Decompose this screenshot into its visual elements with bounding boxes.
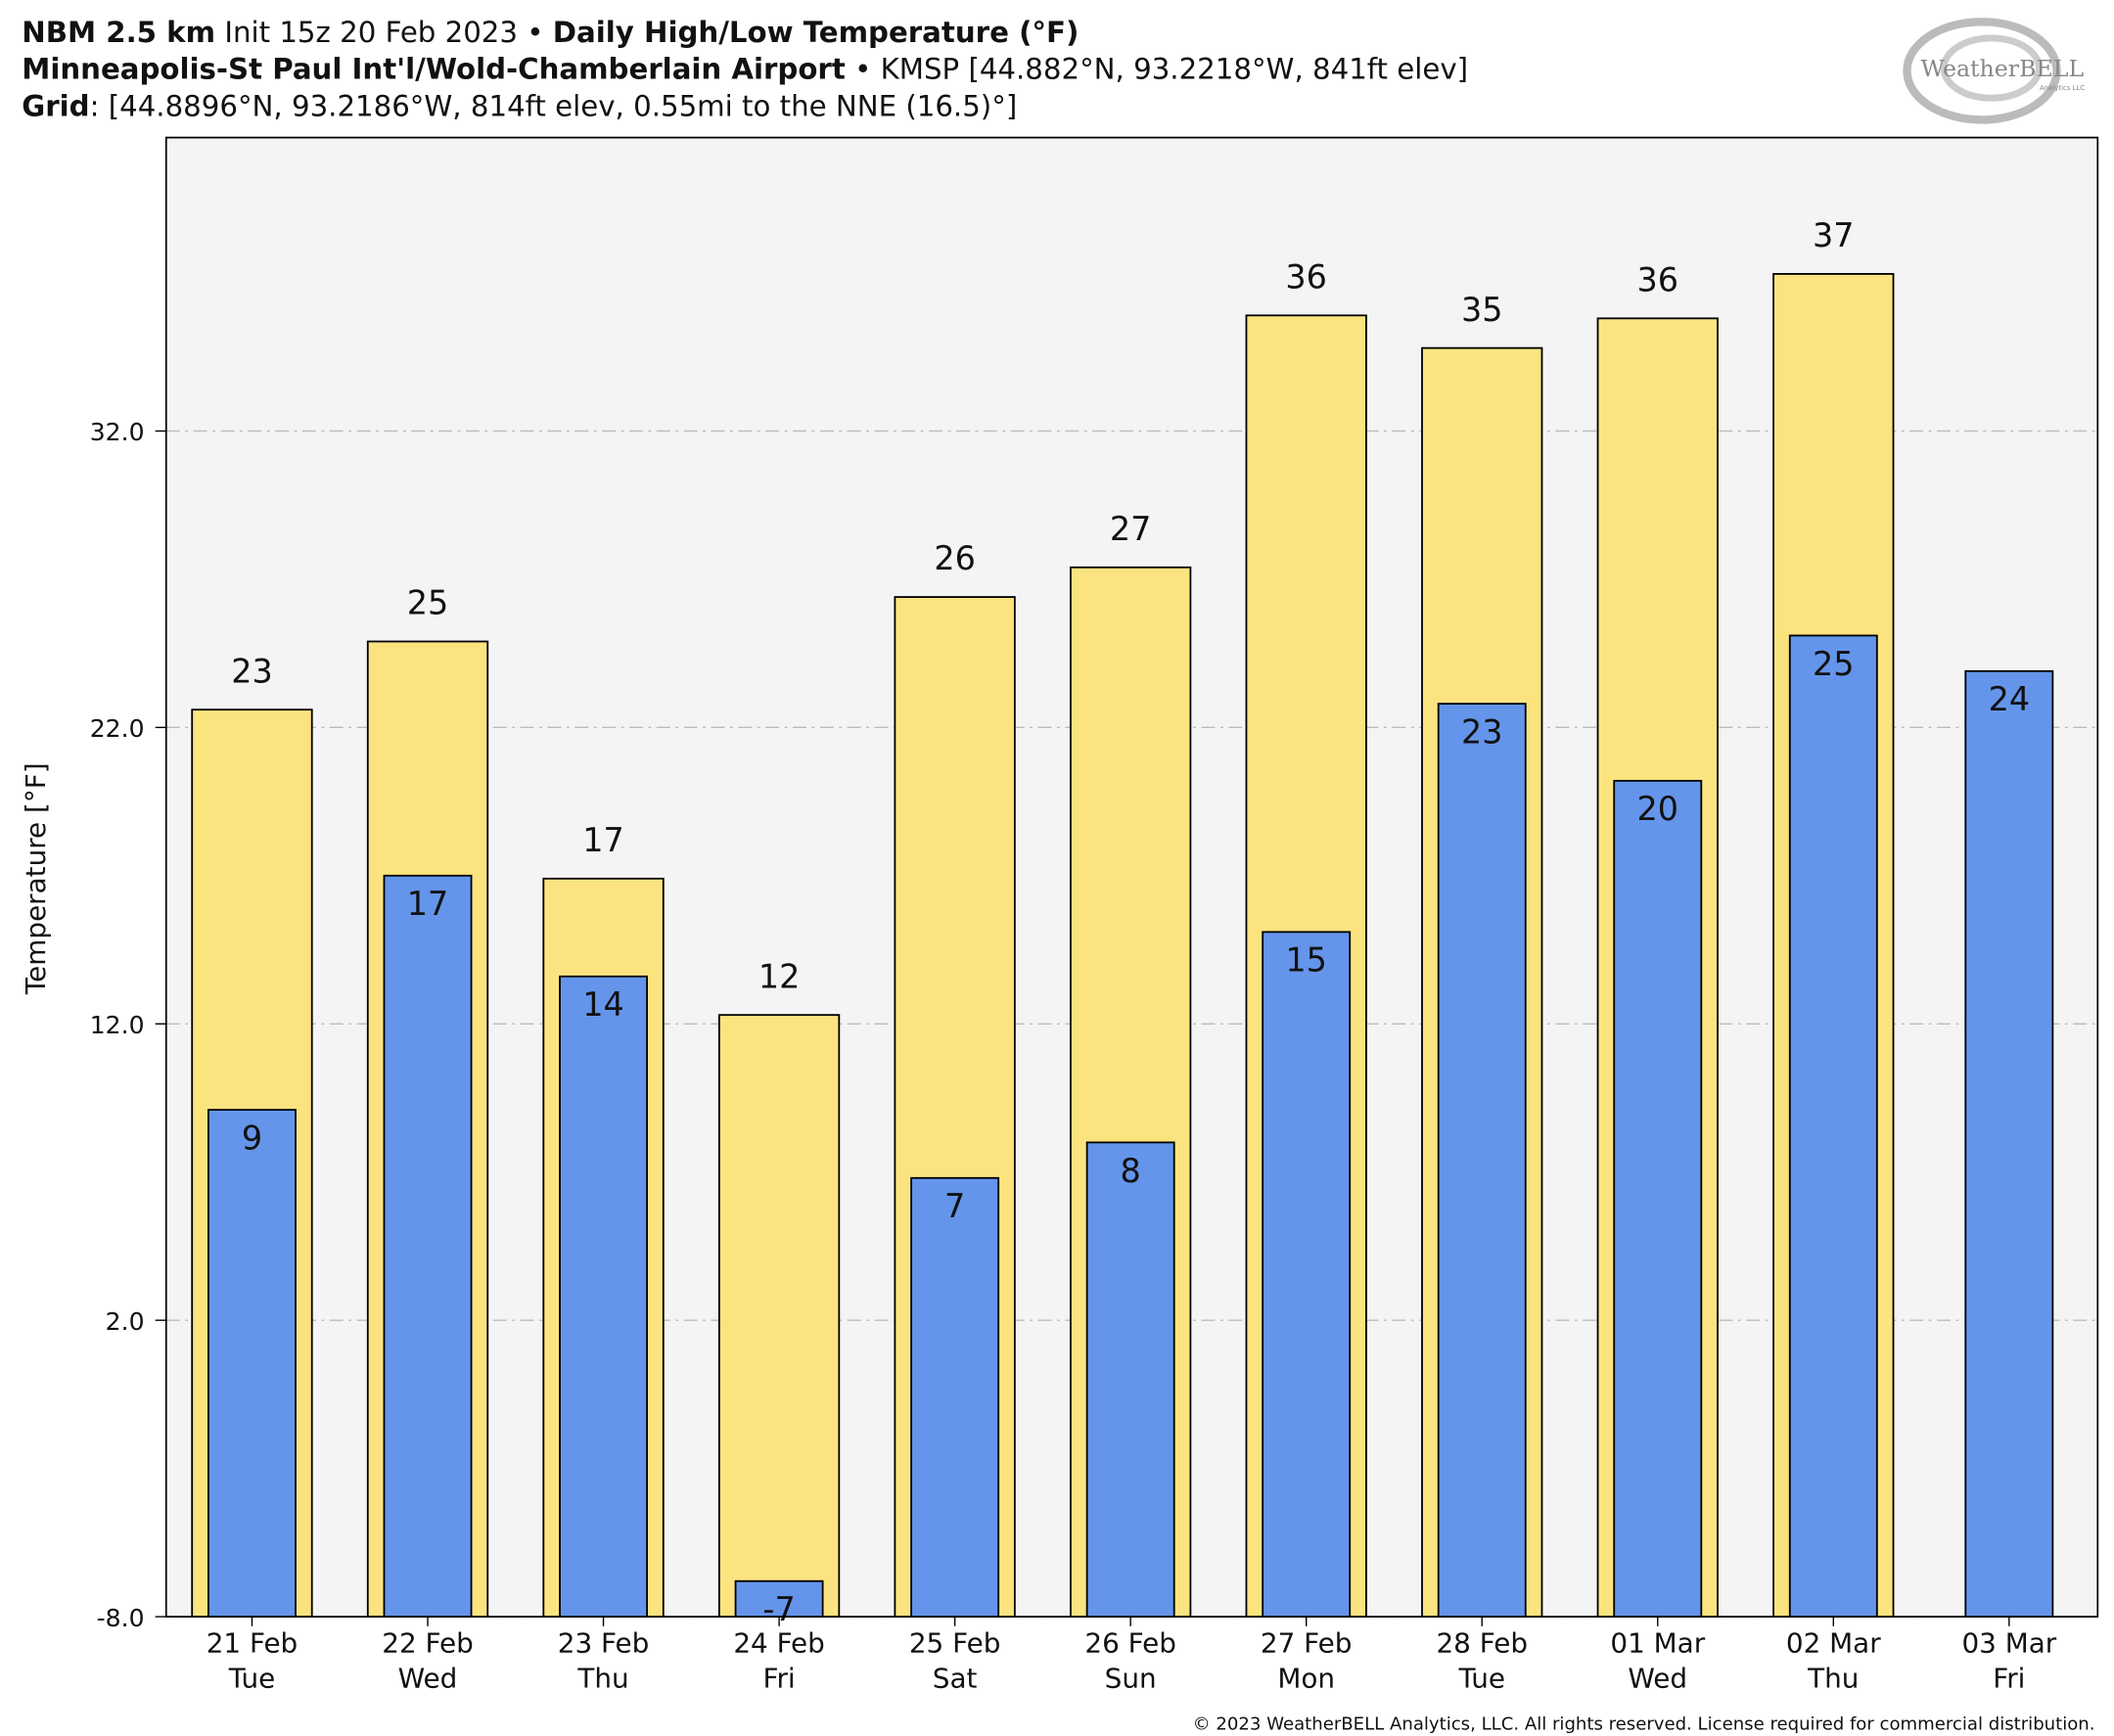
value-label: 37 [1813, 216, 1854, 254]
y-axis-label: Temperature [°F] [20, 762, 52, 995]
value-label: 26 [934, 539, 975, 577]
x-tick-sublabel: Tue [1457, 1662, 1505, 1694]
value-label: 27 [1110, 510, 1151, 548]
logo-subtext: Analytics LLC [2040, 84, 2085, 92]
value-label: 36 [1637, 261, 1678, 299]
bar [910, 1176, 1000, 1618]
chart-subtitle: Minneapolis-St Paul Int'l/Wold-Chamberla… [22, 53, 1468, 86]
bar [1613, 779, 1703, 1618]
y-tick-label: 22.0 [90, 714, 145, 743]
value-label: 8 [1121, 1152, 1141, 1190]
y-tick-label: 12.0 [90, 1011, 145, 1039]
title-part: NBM 2.5 km [22, 16, 215, 49]
x-tick-label: 24 Feb [733, 1626, 825, 1659]
y-tick-label: 2.0 [106, 1307, 145, 1336]
logo-text: WeatherBELL [1921, 55, 2085, 82]
chart-title: NBM 2.5 km Init 15z 20 Feb 2023 • Daily … [22, 16, 1079, 49]
title-part: Init 15z 20 Feb 2023 • [215, 16, 553, 49]
logo-swirl [1940, 34, 2043, 102]
value-label: 17 [582, 821, 623, 859]
value-label: 20 [1637, 790, 1678, 828]
x-tick-sublabel: Tue [228, 1662, 276, 1694]
x-tick-label: 22 Feb [382, 1626, 474, 1659]
bar [1437, 703, 1527, 1618]
x-tick-sublabel: Wed [398, 1662, 458, 1694]
footer: © 2023 WeatherBELL Analytics, LLC. All r… [1193, 1714, 2095, 1735]
value-label: 24 [1989, 680, 2030, 718]
x-tick-label: 21 Feb [207, 1626, 299, 1659]
bar [1262, 931, 1352, 1618]
x-tick-sublabel: Thu [1807, 1662, 1859, 1694]
value-label: 25 [407, 584, 448, 622]
bar [1085, 1141, 1175, 1618]
value-label: 17 [407, 885, 448, 923]
x-tick-label: 27 Feb [1261, 1626, 1353, 1659]
grid-info: Grid: [44.8896°N, 93.2186°W, 814ft elev,… [22, 89, 1017, 122]
x-tick-label: 02 Mar [1786, 1626, 1881, 1659]
bar [717, 1014, 841, 1618]
y-tick-label: -8.0 [97, 1604, 145, 1632]
bar [559, 975, 648, 1618]
value-label: 23 [1461, 712, 1502, 751]
grid-info-part: : [44.8896°N, 93.2186°W, 814ft elev, 0.5… [90, 89, 1018, 122]
bar [734, 1579, 824, 1618]
bar [1788, 634, 1878, 1618]
x-tick-sublabel: Sun [1105, 1662, 1157, 1694]
subtitle-part: Minneapolis-St Paul Int'l/Wold-Chamberla… [22, 53, 846, 86]
x-tick-sublabel: Mon [1277, 1662, 1335, 1694]
value-label: 7 [944, 1187, 965, 1225]
x-tick-label: 26 Feb [1084, 1626, 1176, 1659]
grid-info-part: Grid [22, 89, 89, 122]
x-tick-sublabel: Fri [763, 1662, 796, 1694]
bar [207, 1109, 297, 1618]
logo-swirl [1903, 18, 2061, 124]
logo: WeatherBELL Analytics LLC [1903, 18, 2085, 124]
value-label: 35 [1461, 291, 1502, 329]
y-tick-label: 32.0 [90, 418, 145, 446]
x-tick-sublabel: Fri [1993, 1662, 2025, 1694]
x-tick-label: 01 Mar [1610, 1626, 1705, 1659]
title-part: Daily High/Low Temperature (°F) [553, 16, 1080, 49]
value-label: 14 [582, 985, 623, 1024]
plot-frame [164, 136, 2099, 1618]
value-label: 9 [242, 1119, 262, 1157]
value-label: 15 [1285, 941, 1326, 980]
bar [383, 874, 473, 1618]
bar [1964, 669, 2054, 1618]
x-tick-sublabel: Sat [933, 1662, 978, 1694]
value-label: 23 [231, 652, 272, 690]
value-label: 36 [1285, 257, 1326, 296]
x-tick-label: 23 Feb [558, 1626, 650, 1659]
x-tick-label: 28 Feb [1436, 1626, 1528, 1659]
x-tick-sublabel: Thu [576, 1662, 628, 1694]
subtitle-part: • KMSP [44.882°N, 93.2218°W, 841ft elev] [846, 53, 1468, 86]
x-tick-label: 03 Mar [1961, 1626, 2056, 1659]
value-label: 25 [1813, 645, 1854, 683]
value-label: 12 [758, 957, 800, 995]
x-tick-sublabel: Wed [1628, 1662, 1687, 1694]
x-tick-label: 25 Feb [909, 1626, 1001, 1659]
